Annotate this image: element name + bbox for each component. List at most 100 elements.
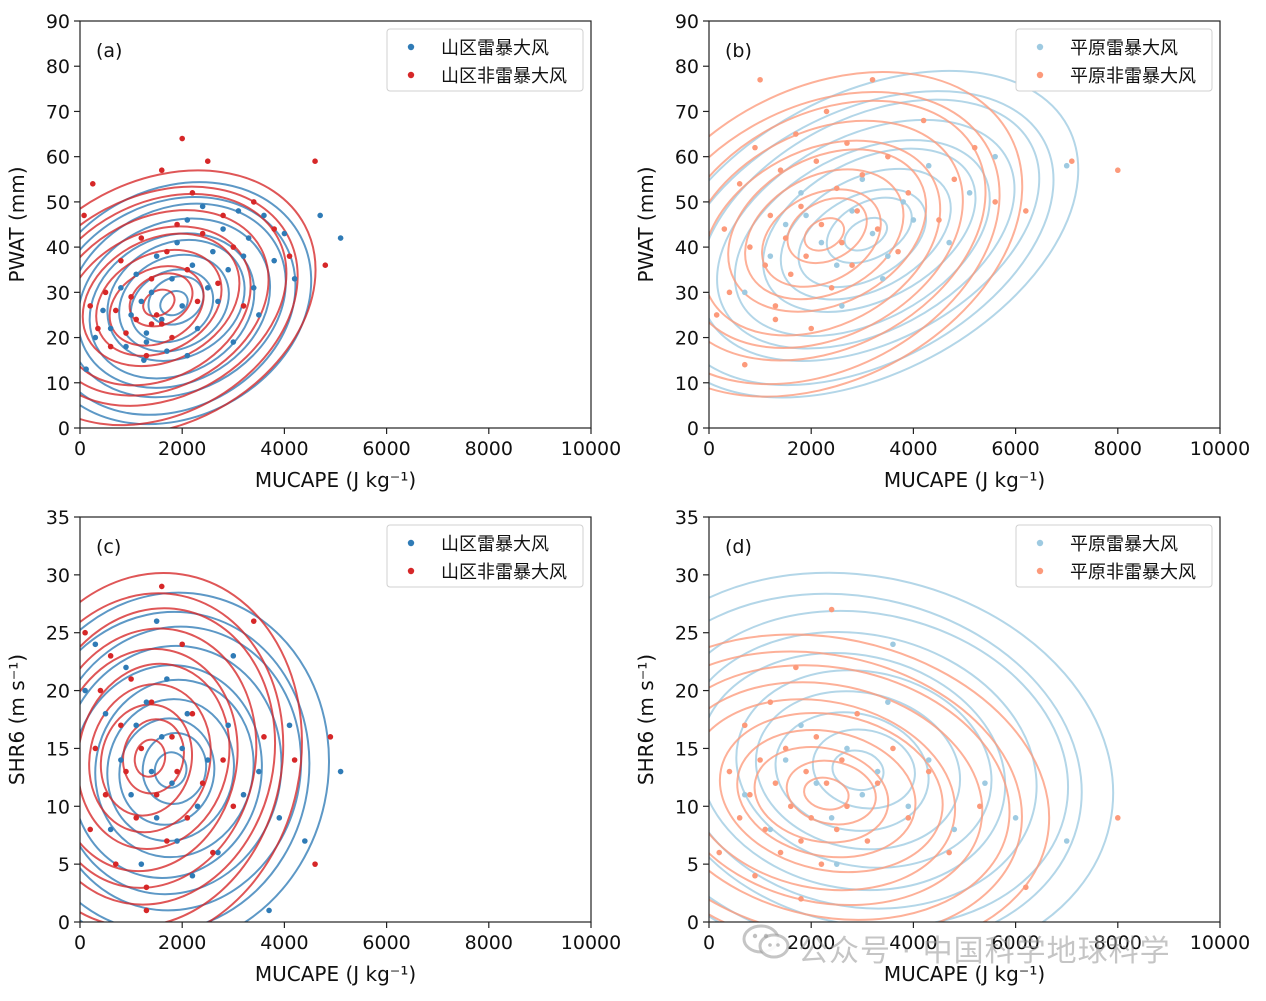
x-tick-label: 10000 (561, 438, 621, 460)
data-point (179, 641, 185, 648)
x-tick-label: 0 (74, 932, 86, 954)
x-tick-label: 6000 (362, 932, 410, 954)
kde-level (80, 625, 303, 912)
kde-level (80, 571, 303, 922)
data-point (143, 330, 150, 336)
kde-level (797, 188, 928, 289)
kde-level (709, 652, 1007, 892)
panel-label: (a) (96, 40, 122, 62)
y-tick-label: 20 (675, 681, 699, 703)
y-tick-label: 70 (46, 101, 70, 123)
data-point (787, 803, 794, 810)
kde-level (709, 99, 987, 362)
kde-level (80, 607, 277, 906)
legend-label: 平原非雷暴大风 (1070, 66, 1196, 87)
data-point (138, 298, 145, 305)
data-point (839, 239, 845, 246)
x-tick-label: 8000 (1094, 932, 1142, 954)
y-tick-label: 30 (46, 565, 70, 587)
panel-label: (c) (96, 536, 121, 558)
data-point (164, 676, 170, 682)
kde-level (831, 749, 885, 792)
data-point (772, 303, 779, 309)
data-point (123, 343, 129, 350)
data-point (112, 861, 119, 867)
data-point (199, 230, 206, 237)
kde-level (80, 217, 272, 389)
data-point (992, 199, 998, 205)
kde-level (843, 216, 889, 252)
x-axis-label: MUCAPE (J kg⁻¹) (884, 962, 1045, 986)
data-point (757, 76, 763, 83)
data-point (174, 239, 180, 246)
data-point (138, 861, 145, 867)
data-point (189, 872, 196, 879)
plot-area (709, 69, 1121, 399)
points-tstorm (83, 203, 344, 373)
data-point (337, 235, 344, 241)
data-point (951, 176, 958, 183)
kde-contours-non-tstorm (709, 633, 1051, 922)
data-point (713, 312, 720, 318)
axes-frame (79, 20, 592, 429)
data-point (169, 275, 175, 282)
data-point (1023, 884, 1029, 891)
data-point (158, 734, 165, 740)
x-tick-label: 4000 (260, 438, 308, 460)
data-point (143, 699, 150, 705)
data-point (81, 212, 87, 219)
data-point (153, 618, 160, 624)
kde-level (80, 169, 317, 428)
axes-frame (79, 516, 592, 923)
x-tick-label: 4000 (889, 438, 937, 460)
data-point (220, 226, 226, 232)
y-tick-label: 35 (675, 507, 699, 529)
data-point (143, 339, 150, 345)
x-tick-label: 2000 (787, 438, 835, 460)
data-point (833, 861, 840, 867)
y-tick-label: 5 (687, 854, 699, 876)
data-point (169, 734, 175, 740)
y-tick-label: 90 (46, 11, 70, 33)
data-point (199, 780, 206, 786)
data-point (82, 629, 88, 636)
legend-box (386, 524, 584, 588)
data-point (291, 275, 298, 282)
data-point (184, 815, 191, 821)
data-point (782, 757, 789, 763)
data-point (128, 294, 134, 300)
data-point (220, 757, 226, 763)
data-point (312, 861, 318, 867)
data-point (1023, 208, 1029, 214)
kde-level (825, 196, 913, 264)
data-point (833, 185, 840, 192)
plot-area (80, 571, 344, 922)
data-point (312, 158, 318, 164)
data-point (828, 285, 835, 291)
data-point (844, 745, 850, 752)
data-point (245, 235, 252, 241)
data-point (772, 316, 779, 323)
data-point (741, 289, 748, 296)
data-point (803, 768, 809, 775)
axes-frame (708, 516, 1221, 923)
data-point (230, 339, 237, 345)
kde-level (81, 232, 241, 368)
data-point (787, 271, 794, 278)
data-point (782, 745, 789, 752)
x-axis-label: MUCAPE (J kg⁻¹) (884, 468, 1045, 492)
y-tick-label: 20 (46, 681, 70, 703)
data-point (281, 230, 288, 237)
data-point (1115, 815, 1121, 821)
x-tick-label: 8000 (465, 932, 513, 954)
points-non-tstorm (716, 606, 1121, 902)
data-point (133, 815, 140, 821)
data-point (874, 768, 881, 775)
data-point (813, 780, 820, 786)
data-point (798, 722, 804, 729)
data-point (107, 343, 114, 350)
data-point (869, 76, 876, 83)
data-point (204, 158, 211, 164)
data-point (849, 262, 855, 269)
